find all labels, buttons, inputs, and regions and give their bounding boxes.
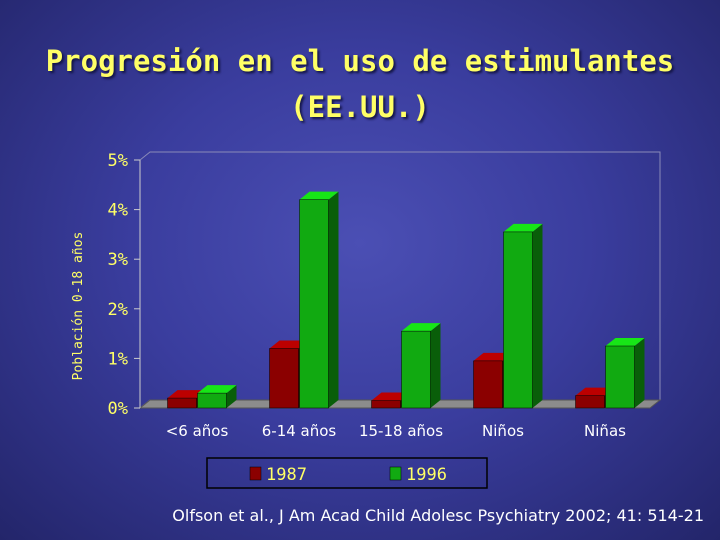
x-tick-label: Niños — [482, 422, 524, 440]
bar-1987-4 — [575, 395, 605, 409]
legend-swatch-1996 — [389, 466, 402, 481]
y-tick-label: 2% — [108, 300, 128, 320]
bar-1987-3 — [473, 360, 503, 409]
title-line-1: Progresión en el uso de estimulantes — [45, 44, 675, 78]
legend-label-1987: 1987 — [266, 465, 307, 485]
bar-1987-1 — [269, 348, 299, 409]
slide-title: Progresión en el uso de estimulantes (EE… — [0, 38, 720, 130]
bar-1996-3-top — [503, 223, 543, 232]
bar-1996-2-side — [430, 323, 441, 408]
x-tick-label: 6-14 años — [262, 422, 337, 440]
bar-1996-3-side — [532, 223, 543, 408]
x-tick-label: <6 años — [166, 422, 229, 440]
bar-1996-0-side — [226, 385, 237, 408]
bar-1996-2-top — [401, 323, 441, 332]
bar-1987-1-top — [269, 340, 309, 349]
bar-1996-4 — [605, 345, 635, 409]
bar-1987-2 — [371, 400, 401, 409]
bar-1996-4-top — [605, 338, 645, 346]
y-tick-label: 0% — [108, 399, 128, 419]
x-tick-label: Niñas — [584, 422, 626, 440]
y-tick-label: 4% — [108, 201, 128, 221]
x-tick-label: 15-18 años — [359, 422, 443, 440]
bar-1987-0-top — [167, 390, 207, 399]
y-tick-label: 1% — [108, 349, 128, 369]
bar-1996-2 — [401, 330, 431, 409]
title-line-2: (EE.UU.) — [290, 90, 430, 124]
bar-1996-3 — [503, 231, 533, 409]
bar-1996-0-top — [197, 385, 237, 394]
citation: Olfson et al., J Am Acad Child Adolesc P… — [172, 506, 704, 525]
plot-back-wall — [139, 151, 661, 410]
bar-1996-4-side — [634, 338, 645, 408]
bar-1987-3-top — [473, 352, 513, 361]
legend-swatch-1987 — [249, 466, 262, 481]
legend-box — [206, 457, 488, 489]
y-axis-title: Población 0-18 años — [71, 232, 86, 381]
bar-1987-4-top — [575, 387, 615, 396]
bar-1996-1-top — [299, 191, 339, 200]
y-tick-label: 5% — [108, 151, 128, 171]
bar-1987-0 — [167, 397, 197, 409]
bar-1996-0 — [197, 392, 227, 409]
bar-1996-1 — [299, 199, 329, 409]
bar-1987-2-top — [371, 392, 411, 401]
legend-label-1996: 1996 — [406, 465, 447, 485]
y-tick-label: 3% — [108, 250, 128, 270]
bar-1996-1-side — [328, 191, 339, 408]
